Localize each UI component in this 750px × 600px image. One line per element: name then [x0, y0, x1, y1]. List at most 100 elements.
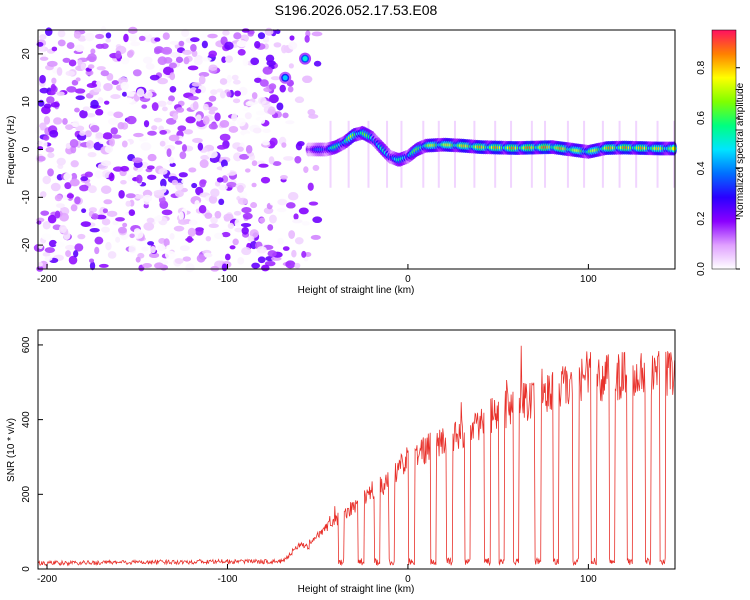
- noise-cell: [269, 137, 278, 147]
- noise-cell: [276, 207, 287, 213]
- noise-cell: [208, 110, 216, 115]
- noise-cell: [50, 101, 60, 108]
- colorbar: 0.0 0.2 0.4 0.6 0.8 Normalized spectral ampl…: [696, 29, 746, 276]
- noise-cell: [48, 239, 58, 248]
- noise-cell: [237, 197, 248, 205]
- noise-cell: [56, 203, 65, 209]
- noise-cell: [121, 140, 128, 148]
- noise-cell: [39, 34, 47, 40]
- noise-cell: [57, 29, 66, 38]
- noise-cell: [241, 28, 250, 33]
- noise-cell: [39, 74, 46, 84]
- noise-cell: [294, 262, 301, 269]
- noise-cell: [157, 56, 168, 66]
- noise-cell: [195, 114, 202, 122]
- noise-cell: [144, 30, 150, 36]
- noise-cell: [168, 62, 178, 69]
- noise-cell: [282, 112, 289, 119]
- noise-cell: [194, 199, 200, 209]
- noise-cell: [197, 142, 204, 151]
- colorbar-tick-label: 0.2: [696, 211, 707, 225]
- noise-cell: [75, 95, 85, 101]
- noise-cell: [100, 70, 110, 77]
- noise-cell: [308, 113, 319, 119]
- noise-cell: [218, 184, 228, 191]
- noise-cell: [174, 190, 184, 198]
- noise-cell: [168, 156, 175, 164]
- noise-cell: [181, 178, 190, 185]
- noise-cell: [178, 172, 188, 178]
- noise-cell: [142, 194, 153, 202]
- noise-cell: [141, 246, 149, 252]
- noise-cell: [265, 255, 275, 262]
- noise-cell: [269, 197, 276, 206]
- noise-cell: [198, 75, 206, 85]
- noise-cell: [200, 155, 210, 160]
- noise-cell: [89, 261, 96, 271]
- noise-cell: [220, 159, 228, 168]
- noise-cell: [39, 56, 49, 61]
- noise-cell: [199, 179, 206, 188]
- noise-cell: [91, 213, 99, 220]
- noise-cell: [120, 180, 127, 185]
- noise-cell: [251, 182, 257, 188]
- noise-cell: [168, 95, 175, 102]
- noise-cell: [287, 86, 294, 93]
- noise-cell: [146, 165, 155, 170]
- noise-cell: [181, 144, 187, 152]
- noise-cell: [302, 75, 313, 84]
- spectrogram-y-label: Frequency (Hz): [6, 116, 17, 185]
- noise-cell: [147, 241, 155, 246]
- noise-cell: [117, 226, 127, 234]
- noise-cell: [261, 264, 270, 272]
- noise-cell: [96, 66, 106, 71]
- noise-cell: [191, 182, 198, 189]
- noise-cell: [289, 35, 295, 41]
- noise-cell: [107, 111, 114, 117]
- noise-cell: [245, 101, 255, 107]
- noise-cell: [208, 195, 218, 204]
- noise-cell: [169, 232, 175, 240]
- noise-cell: [136, 88, 145, 98]
- noise-cell: [126, 115, 137, 125]
- noise-cell: [285, 202, 296, 209]
- noise-cell: [208, 223, 219, 229]
- noise-cell: [134, 194, 145, 199]
- noise-cell: [208, 50, 218, 58]
- noise-cell: [301, 221, 310, 226]
- noise-cell: [93, 87, 102, 93]
- noise-cell: [87, 152, 97, 158]
- noise-cell: [129, 233, 135, 239]
- noise-cell: [94, 236, 104, 245]
- noise-cell: [42, 221, 51, 230]
- noise-cell: [233, 210, 242, 216]
- noise-cell: [229, 245, 236, 250]
- noise-cell: [73, 250, 79, 258]
- noise-cell: [239, 153, 250, 160]
- noise-cell: [199, 159, 209, 169]
- noise-cell: [143, 222, 155, 231]
- noise-cell: [86, 83, 98, 88]
- noise-cell: [186, 235, 193, 243]
- noise-cell: [126, 50, 134, 58]
- noise-cell: [288, 63, 294, 69]
- noise-cell: [95, 43, 105, 49]
- noise-cell: [142, 262, 153, 269]
- noise-cell: [188, 219, 198, 226]
- noise-cell: [50, 83, 56, 92]
- noise-cell: [132, 157, 143, 164]
- noise-cell: [250, 57, 260, 66]
- noise-cell: [64, 182, 72, 190]
- noise-cell: [282, 246, 290, 251]
- noise-cell: [177, 219, 189, 225]
- noise-cell: [95, 80, 102, 89]
- spectrogram-x-label: Height of straight line (km): [298, 285, 415, 296]
- noise-cell: [105, 32, 112, 39]
- noise-cell: [74, 88, 86, 94]
- noise-cell: [187, 65, 199, 71]
- noise-cell: [214, 210, 222, 219]
- noise-cell: [157, 100, 167, 107]
- noise-cell: [121, 91, 128, 97]
- noise-cell: [158, 168, 168, 175]
- noise-cell: [90, 124, 100, 133]
